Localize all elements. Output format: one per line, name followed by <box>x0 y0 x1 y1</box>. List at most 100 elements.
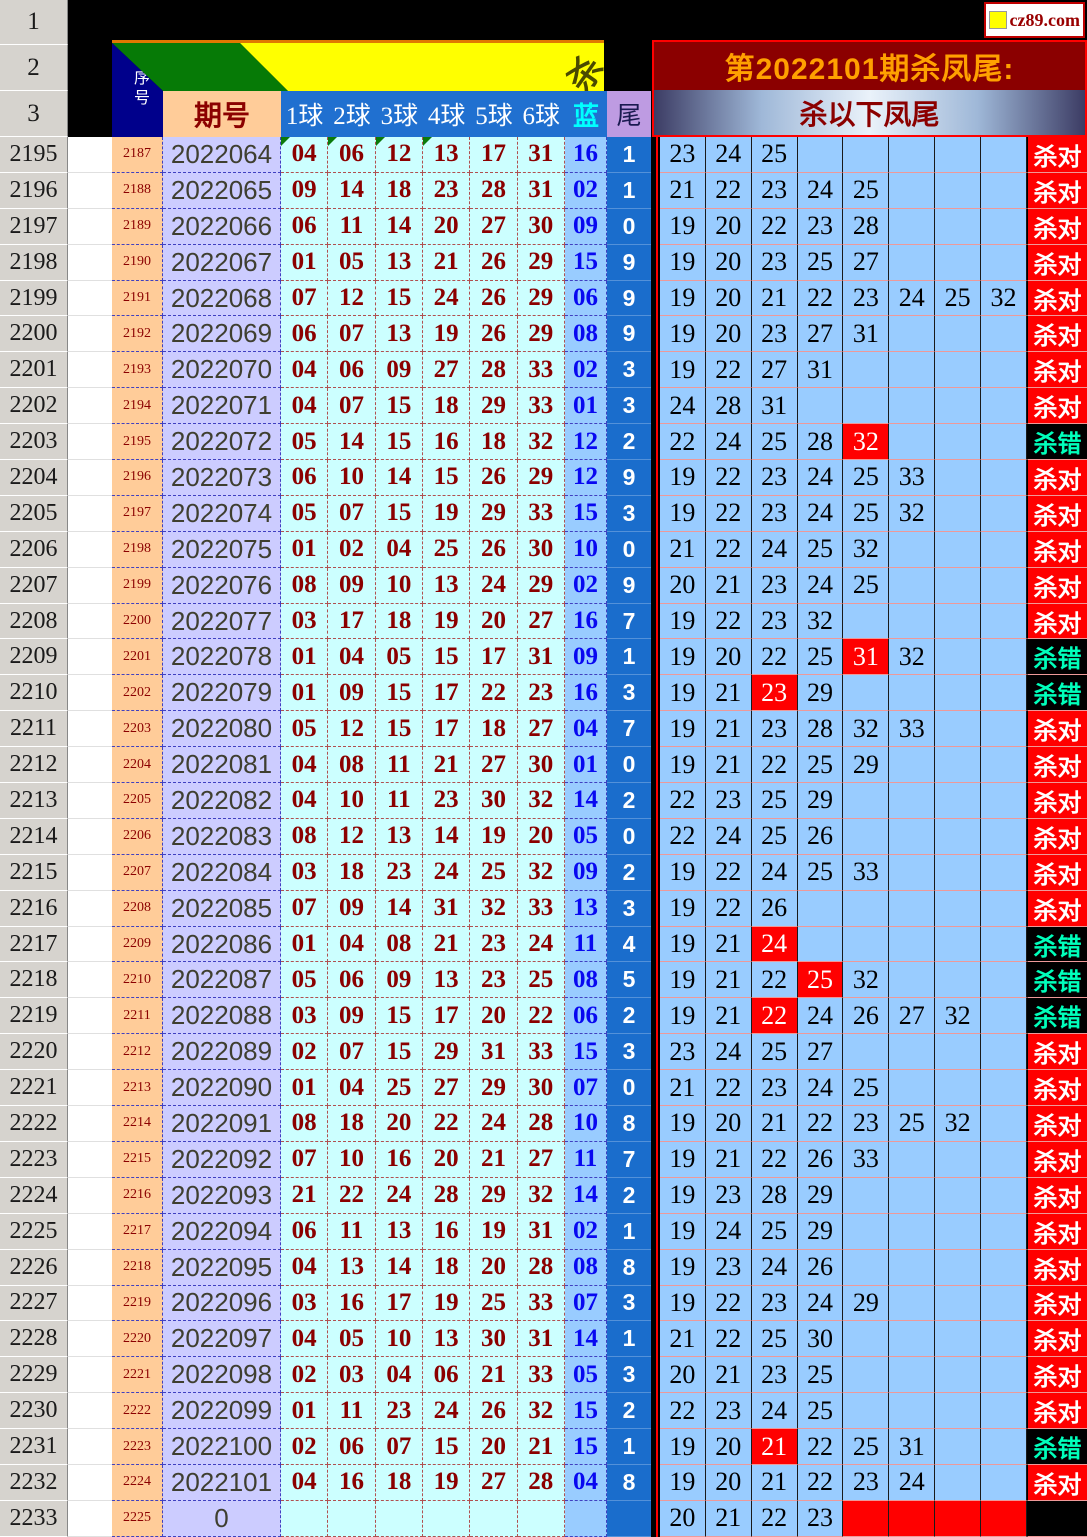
tail-cell[interactable]: 7 <box>606 711 651 748</box>
kill-number-cell[interactable]: 27 <box>843 244 890 281</box>
kill-number-cell[interactable] <box>935 1177 982 1214</box>
ball-cell[interactable]: 24 <box>375 1177 423 1214</box>
ball-cell[interactable]: 20 <box>422 1141 471 1178</box>
ball-cell[interactable]: 18 <box>375 1464 423 1501</box>
ball-5-header[interactable]: 5球 <box>470 91 518 137</box>
kill-number-cell[interactable]: 23 <box>659 137 706 173</box>
ball-cell[interactable]: 17 <box>422 998 471 1035</box>
kill-number-cell[interactable] <box>935 926 982 963</box>
row-header[interactable]: 2223 <box>0 1141 68 1178</box>
ball-cell[interactable]: 07 <box>328 1034 376 1071</box>
kill-number-cell[interactable] <box>843 1249 890 1286</box>
kill-number-cell[interactable] <box>981 998 1027 1035</box>
ball-cell[interactable]: 21 <box>422 244 471 281</box>
tail-cell[interactable]: 5 <box>606 962 651 999</box>
serial-cell[interactable]: 2224 <box>112 1464 163 1501</box>
ball-cell[interactable]: 20 <box>375 1106 423 1142</box>
kill-number-cell[interactable]: 25 <box>751 1034 798 1071</box>
kill-number-cell[interactable] <box>889 567 936 604</box>
kill-number-cell[interactable] <box>981 962 1027 999</box>
ball-cell[interactable]: 18 <box>375 172 423 209</box>
kill-number-cell[interactable] <box>843 1034 890 1071</box>
kill-number-cell[interactable] <box>981 388 1027 425</box>
tail-cell[interactable]: 2 <box>606 1177 651 1214</box>
kill-number-cell[interactable] <box>889 1285 936 1322</box>
kill-number-cell[interactable]: 23 <box>705 1249 752 1286</box>
ball-cell[interactable]: 11 <box>328 1393 376 1430</box>
kill-number-cell[interactable]: 23 <box>705 1177 752 1214</box>
blue-ball-cell[interactable]: 02 <box>564 352 607 389</box>
row-header-1[interactable]: 1 <box>0 0 68 45</box>
ball-cell[interactable]: 11 <box>375 747 423 784</box>
ball-cell[interactable]: 07 <box>328 316 376 353</box>
period-cell[interactable]: 2022074 <box>163 495 281 532</box>
kill-number-cell[interactable]: 23 <box>751 1357 798 1394</box>
tail-cell[interactable]: 3 <box>606 890 651 927</box>
ball-cell[interactable]: 19 <box>422 1285 471 1322</box>
kill-number-cell[interactable]: 20 <box>705 639 752 676</box>
kill-number-cell[interactable]: 31 <box>751 388 798 425</box>
ball-cell[interactable]: 28 <box>470 352 518 389</box>
kill-number-cell[interactable] <box>935 1357 982 1394</box>
kill-result-cell[interactable]: 杀对 <box>1026 1070 1087 1107</box>
kill-number-cell[interactable]: 21 <box>705 567 752 604</box>
kill-number-cell[interactable] <box>797 926 844 963</box>
kill-number-cell[interactable]: 23 <box>751 675 798 712</box>
blue-ball-cell[interactable]: 06 <box>564 280 607 317</box>
tail-cell[interactable]: 9 <box>606 567 651 604</box>
ball-cell[interactable]: 21 <box>470 1141 518 1178</box>
ball-cell[interactable]: 32 <box>517 854 565 891</box>
kill-number-cell[interactable] <box>981 1070 1027 1107</box>
ball-cell[interactable]: 05 <box>281 711 329 748</box>
kill-number-cell[interactable]: 32 <box>981 280 1027 317</box>
kill-number-cell[interactable]: 24 <box>751 531 798 568</box>
kill-number-cell[interactable]: 25 <box>751 424 798 461</box>
kill-number-cell[interactable]: 21 <box>751 1429 798 1465</box>
period-cell[interactable]: 2022064 <box>163 137 281 173</box>
serial-cell[interactable]: 2187 <box>112 137 163 173</box>
row-header[interactable]: 2231 <box>0 1429 68 1465</box>
ball-cell[interactable]: 08 <box>281 567 329 604</box>
tail-cell[interactable]: 9 <box>606 280 651 317</box>
kill-number-cell[interactable]: 26 <box>751 890 798 927</box>
ball-cell[interactable]: 18 <box>375 603 423 640</box>
kill-number-cell[interactable]: 23 <box>843 280 890 317</box>
ball-cell[interactable]: 29 <box>517 280 565 317</box>
ball-cell[interactable] <box>328 1500 376 1537</box>
ball-cell[interactable]: 13 <box>375 1213 423 1250</box>
kill-number-cell[interactable]: 32 <box>843 531 890 568</box>
kill-number-cell[interactable] <box>981 783 1027 819</box>
blue-ball-cell[interactable]: 15 <box>564 1429 607 1465</box>
kill-number-cell[interactable]: 25 <box>797 962 844 999</box>
row-header[interactable]: 2205 <box>0 495 68 532</box>
kill-number-cell[interactable]: 22 <box>705 603 752 640</box>
ball-cell[interactable]: 31 <box>517 1321 565 1358</box>
row-header[interactable]: 2202 <box>0 388 68 425</box>
ball-cell[interactable]: 16 <box>422 424 471 461</box>
row-header[interactable]: 2217 <box>0 926 68 963</box>
period-cell[interactable]: 2022087 <box>163 962 281 999</box>
kill-number-cell[interactable]: 25 <box>843 1070 890 1107</box>
kill-number-cell[interactable]: 23 <box>659 1034 706 1071</box>
kill-number-cell[interactable]: 21 <box>705 747 752 784</box>
tail-cell[interactable]: 0 <box>606 1070 651 1107</box>
blue-ball-header-cell[interactable]: 蓝 <box>565 91 607 137</box>
tail-cell[interactable]: 2 <box>606 854 651 891</box>
tail-cell[interactable]: 2 <box>606 998 651 1035</box>
spacer-cell[interactable] <box>68 1500 112 1537</box>
kill-number-cell[interactable] <box>889 352 936 389</box>
ball-3-header[interactable]: 3球 <box>375 91 423 137</box>
ball-cell[interactable]: 33 <box>517 495 565 532</box>
ball-cell[interactable]: 12 <box>328 818 376 855</box>
blue-ball-cell[interactable]: 06 <box>564 998 607 1035</box>
kill-number-cell[interactable]: 23 <box>751 711 798 748</box>
tail-cell[interactable]: 7 <box>606 603 651 640</box>
spacer-cell[interactable] <box>68 1393 112 1430</box>
kill-number-cell[interactable]: 27 <box>889 998 936 1035</box>
ball-cell[interactable]: 05 <box>375 639 423 676</box>
spacer-cell[interactable] <box>68 352 112 389</box>
serial-cell[interactable]: 2213 <box>112 1070 163 1107</box>
ball-cell[interactable]: 24 <box>422 854 471 891</box>
row-header[interactable]: 2216 <box>0 890 68 927</box>
kill-number-cell[interactable] <box>981 531 1027 568</box>
